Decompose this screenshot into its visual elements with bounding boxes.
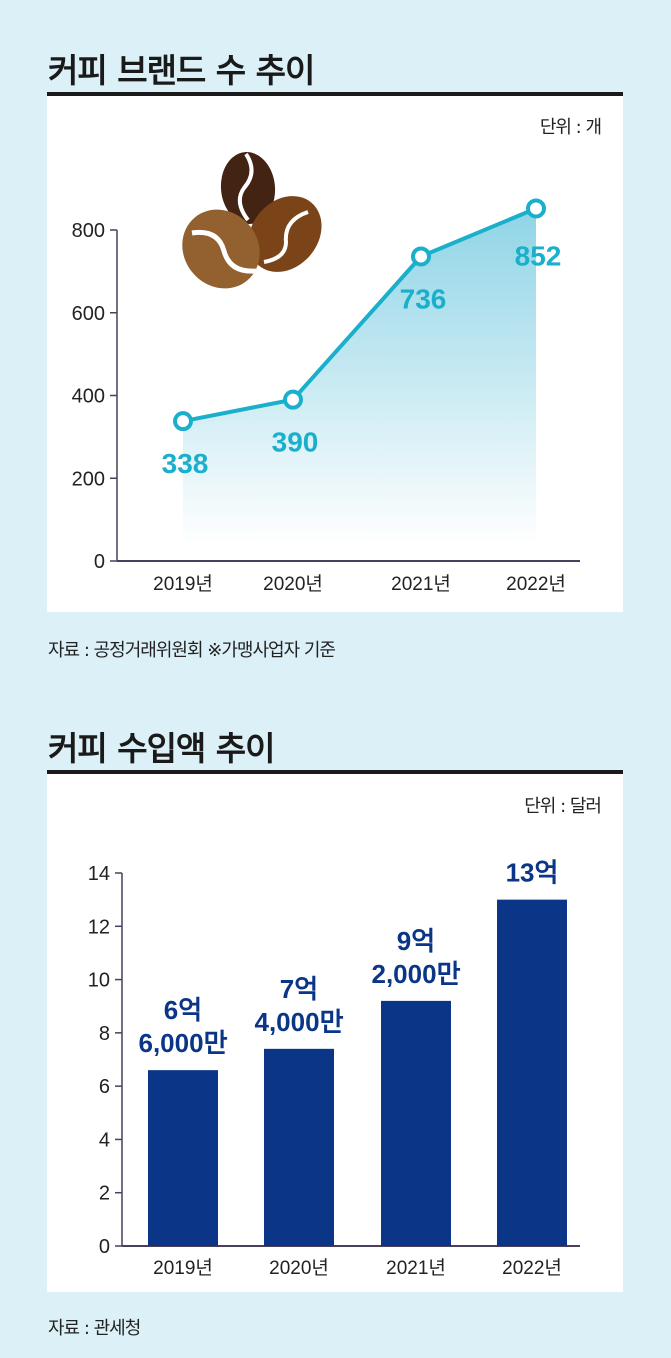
bar bbox=[264, 1048, 334, 1246]
data-label: 852 bbox=[515, 240, 562, 271]
data-label: 736 bbox=[400, 283, 447, 314]
bar bbox=[381, 1000, 451, 1246]
y-tick-label: 400 bbox=[72, 386, 105, 408]
chart1-title: 커피 브랜드 수 추이 bbox=[48, 51, 315, 90]
y-tick-label: 8 bbox=[99, 1023, 110, 1045]
y-tick-label: 0 bbox=[99, 1236, 110, 1258]
x-tick-label: 2020년 bbox=[263, 573, 323, 595]
data-label: 2,000만 bbox=[372, 959, 461, 989]
data-label: 6억 bbox=[164, 995, 202, 1025]
data-point bbox=[526, 198, 546, 219]
y-tick-label: 12 bbox=[88, 916, 110, 938]
x-tick-label: 2022년 bbox=[506, 573, 566, 595]
bar bbox=[148, 1070, 218, 1246]
data-label: 7억 bbox=[280, 974, 318, 1004]
y-tick-label: 600 bbox=[72, 303, 105, 325]
data-label: 13억 bbox=[506, 858, 559, 888]
y-tick-label: 0 bbox=[94, 551, 105, 573]
coffee-beans-icon bbox=[182, 152, 322, 289]
x-tick-label: 2022년 bbox=[502, 1257, 562, 1279]
bar bbox=[497, 899, 567, 1246]
series-line bbox=[182, 206, 537, 424]
y-tick-label: 2 bbox=[99, 1183, 110, 1205]
x-tick-label: 2021년 bbox=[386, 1257, 446, 1279]
x-tick-label: 2020년 bbox=[269, 1257, 329, 1279]
chart1-unit-label: 단위 : 개 bbox=[539, 117, 602, 138]
area-fill bbox=[183, 208, 536, 546]
chart2-source: 자료 : 관세청 bbox=[48, 1318, 141, 1339]
chart2-unit-label: 단위 : 달러 bbox=[524, 796, 602, 817]
y-tick-label: 6 bbox=[99, 1076, 110, 1098]
x-tick-label: 2021년 bbox=[391, 573, 451, 595]
y-tick-label: 14 bbox=[88, 863, 110, 885]
data-label: 338 bbox=[162, 448, 209, 479]
data-label: 9억 bbox=[397, 926, 435, 956]
data-label: 390 bbox=[272, 427, 319, 458]
y-tick-label: 10 bbox=[88, 970, 110, 992]
chart2-title-rule bbox=[47, 770, 623, 774]
y-tick-label: 800 bbox=[72, 220, 105, 242]
x-tick-label: 2019년 bbox=[153, 573, 213, 595]
x-tick-label: 2019년 bbox=[153, 1257, 213, 1279]
chart1-source: 자료 : 공정거래위원회 ※가맹사업자 기준 bbox=[48, 640, 336, 661]
y-tick-label: 200 bbox=[72, 468, 105, 490]
data-point bbox=[411, 246, 431, 267]
data-point bbox=[283, 389, 303, 410]
data-label: 4,000만 bbox=[255, 1007, 344, 1037]
chart2-title: 커피 수입액 추이 bbox=[48, 729, 275, 768]
y-tick-label: 4 bbox=[99, 1129, 110, 1151]
data-label: 6,000만 bbox=[139, 1028, 228, 1058]
chart1-title-rule bbox=[47, 92, 623, 96]
data-point bbox=[173, 411, 193, 432]
